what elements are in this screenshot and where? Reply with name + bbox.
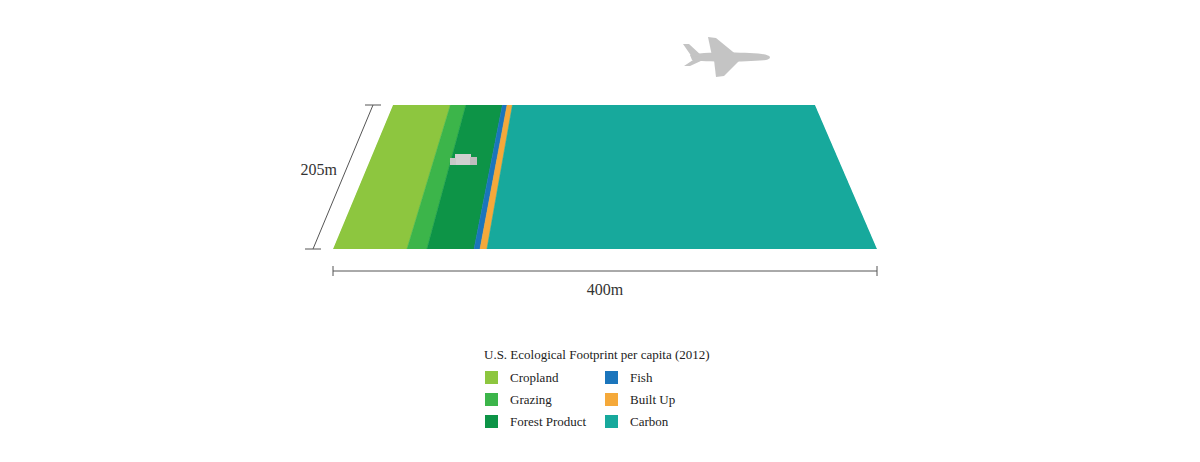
legend-swatch (485, 371, 498, 384)
legend-swatch (485, 393, 498, 406)
airplane-wing (714, 60, 740, 77)
truck-rear (450, 158, 456, 165)
dimension-tick (877, 266, 878, 276)
legend-swatch (605, 415, 618, 428)
legend-label: Forest Product (510, 414, 587, 429)
y-label: 205m (301, 161, 338, 178)
legend-label: Cropland (510, 370, 559, 385)
legend-label: Carbon (630, 414, 669, 429)
legend-swatch (605, 371, 618, 384)
truck-icon (450, 154, 477, 165)
legend-title: U.S. Ecological Footprint per capita (20… (484, 347, 710, 362)
dimension-line (333, 271, 877, 272)
airplane-tail (683, 44, 703, 66)
legend-swatch (485, 415, 498, 428)
plot-area (333, 105, 877, 249)
truck-cab (470, 157, 477, 165)
dimension-tick (305, 249, 321, 250)
legend-swatch (605, 393, 618, 406)
legend-label: Fish (630, 370, 653, 385)
dimension-tick (365, 105, 381, 106)
truck-body (455, 154, 471, 165)
airplane-wing (708, 37, 738, 56)
legend-label: Grazing (510, 392, 552, 407)
chart: 400m 205m U.S. Ecological Footprint per ca… (0, 0, 1200, 462)
dimension-tick (333, 266, 334, 276)
legend: U.S. Ecological Footprint per capita (20… (484, 347, 710, 429)
airplane-icon (683, 37, 770, 77)
legend-label: Built Up (630, 392, 675, 407)
x-label: 400m (587, 281, 624, 298)
field-segment (487, 105, 877, 249)
